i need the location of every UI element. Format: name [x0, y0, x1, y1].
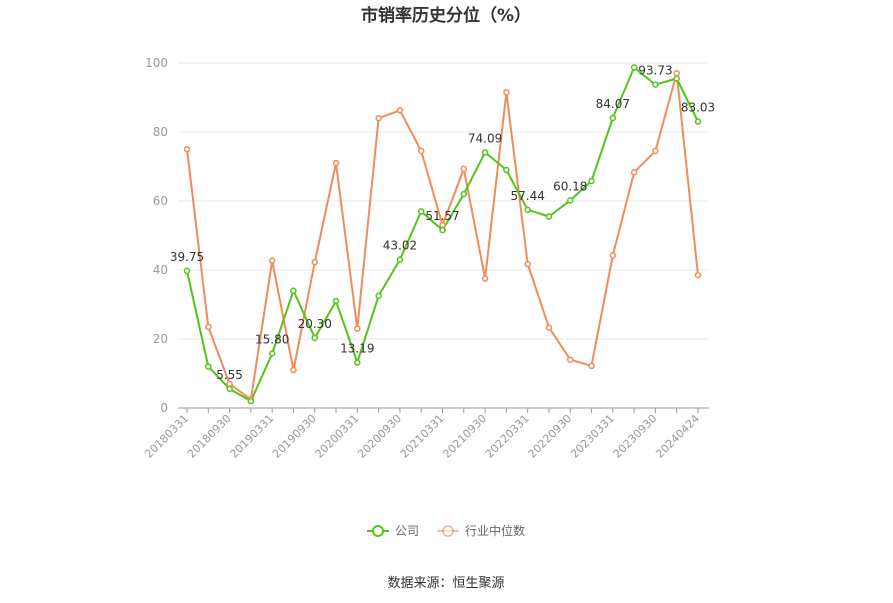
data-point [183, 146, 191, 153]
x-tick-label: 20180930 [185, 412, 234, 461]
data-label: 43.02 [383, 239, 417, 253]
legend-label: 行业中位数 [465, 523, 525, 538]
data-point [545, 213, 553, 220]
data-point [694, 271, 702, 279]
y-tick-label: 0 [160, 401, 168, 415]
x-tick-label: 20220331 [483, 412, 532, 461]
y-tick-label: 60 [153, 194, 168, 208]
data-point [460, 165, 468, 173]
data-point [205, 323, 212, 331]
data-point [311, 258, 318, 266]
legend[interactable]: 公司 行业中位数 [367, 523, 525, 538]
y-tick-label: 20 [153, 332, 168, 346]
data-point [673, 70, 680, 77]
source-text: 数据来源：恒生聚源 [387, 576, 504, 591]
data-label: 83.03 [681, 101, 715, 115]
data-point [205, 363, 212, 370]
data-point [630, 169, 638, 176]
x-tick-label: 20210331 [398, 412, 447, 461]
data-label: 93.73 [638, 64, 672, 78]
data-point [545, 324, 553, 331]
data-point [652, 147, 659, 155]
data-labels: 39.75 5.55 15.80 20.30 13.19 43.02 51.57 74.09 5… [170, 64, 715, 382]
y-tick-label: 40 [153, 263, 168, 277]
data-point [630, 64, 638, 71]
x-tick-label: 20230930 [611, 412, 660, 461]
data-label: 84.07 [596, 97, 630, 111]
data-label: 57.44 [510, 189, 544, 203]
data-label: 13.19 [340, 341, 374, 355]
data-point [226, 385, 233, 393]
legend-label: 公司 [395, 524, 419, 538]
data-label: 15.80 [255, 332, 289, 346]
legend-marker [442, 525, 454, 537]
data-point [375, 292, 382, 300]
data-label: 39.75 [170, 250, 204, 264]
data-point [524, 260, 531, 268]
data-point [567, 197, 574, 204]
data-point [652, 81, 659, 88]
x-tick-label: 20200930 [355, 412, 404, 461]
data-point [183, 267, 191, 275]
data-point [332, 159, 340, 167]
y-tick-label: 100 [145, 56, 168, 70]
data-point [609, 252, 617, 259]
series-line-0 [186, 66, 699, 403]
data-point [460, 190, 468, 198]
data-point [396, 107, 404, 114]
y-axis: 0 20 40 60 80 100 [145, 56, 168, 415]
x-tick-label: 20180331 [142, 412, 191, 461]
data-point [354, 359, 361, 366]
x-tick-label: 20240424 [653, 412, 702, 461]
legend-item-0[interactable]: 公司 [367, 524, 419, 538]
x-tick-label: 20190930 [270, 412, 319, 461]
data-point [396, 256, 404, 263]
data-label: 74.09 [468, 131, 502, 145]
data-point [673, 75, 680, 82]
x-tick-label: 20230331 [568, 412, 617, 461]
y-tick-label: 80 [153, 125, 168, 139]
data-point [417, 147, 425, 155]
data-point [481, 149, 489, 156]
chart-title: 市销率历史分位（%） [361, 5, 531, 26]
x-tick-label: 20200331 [313, 412, 362, 461]
data-point [354, 325, 361, 332]
series-points [183, 64, 702, 405]
grid [178, 62, 709, 340]
series-lines [186, 66, 699, 403]
x-tick-label: 20210930 [440, 412, 489, 461]
data-label: 20.30 [298, 317, 332, 331]
data-label: 51.57 [425, 209, 459, 223]
data-point [588, 362, 595, 370]
data-point [524, 206, 531, 214]
data-label: 5.55 [216, 368, 243, 382]
legend-item-1[interactable]: 行业中位数 [437, 523, 525, 538]
data-point [567, 356, 574, 363]
data-label: 60.18 [553, 179, 587, 193]
data-point [332, 297, 340, 305]
data-point [609, 114, 617, 122]
x-tick-label: 20190331 [227, 412, 276, 461]
data-point [268, 257, 276, 264]
data-point [439, 226, 446, 234]
data-point [588, 177, 595, 185]
data-point [417, 208, 425, 215]
series-line-1 [186, 72, 699, 401]
data-point [375, 114, 382, 122]
data-point [311, 334, 318, 342]
x-tick-label: 20220930 [526, 412, 575, 461]
legend-marker [372, 525, 384, 537]
data-point [503, 166, 510, 174]
data-point [290, 366, 297, 374]
data-point [290, 287, 297, 294]
data-point [503, 89, 510, 96]
x-axis: 2018033120180930201903312019093020200331… [142, 407, 709, 461]
data-point [268, 350, 276, 357]
data-point [226, 380, 233, 388]
data-point [694, 118, 702, 125]
data-point [481, 275, 489, 282]
data-point [247, 397, 255, 405]
